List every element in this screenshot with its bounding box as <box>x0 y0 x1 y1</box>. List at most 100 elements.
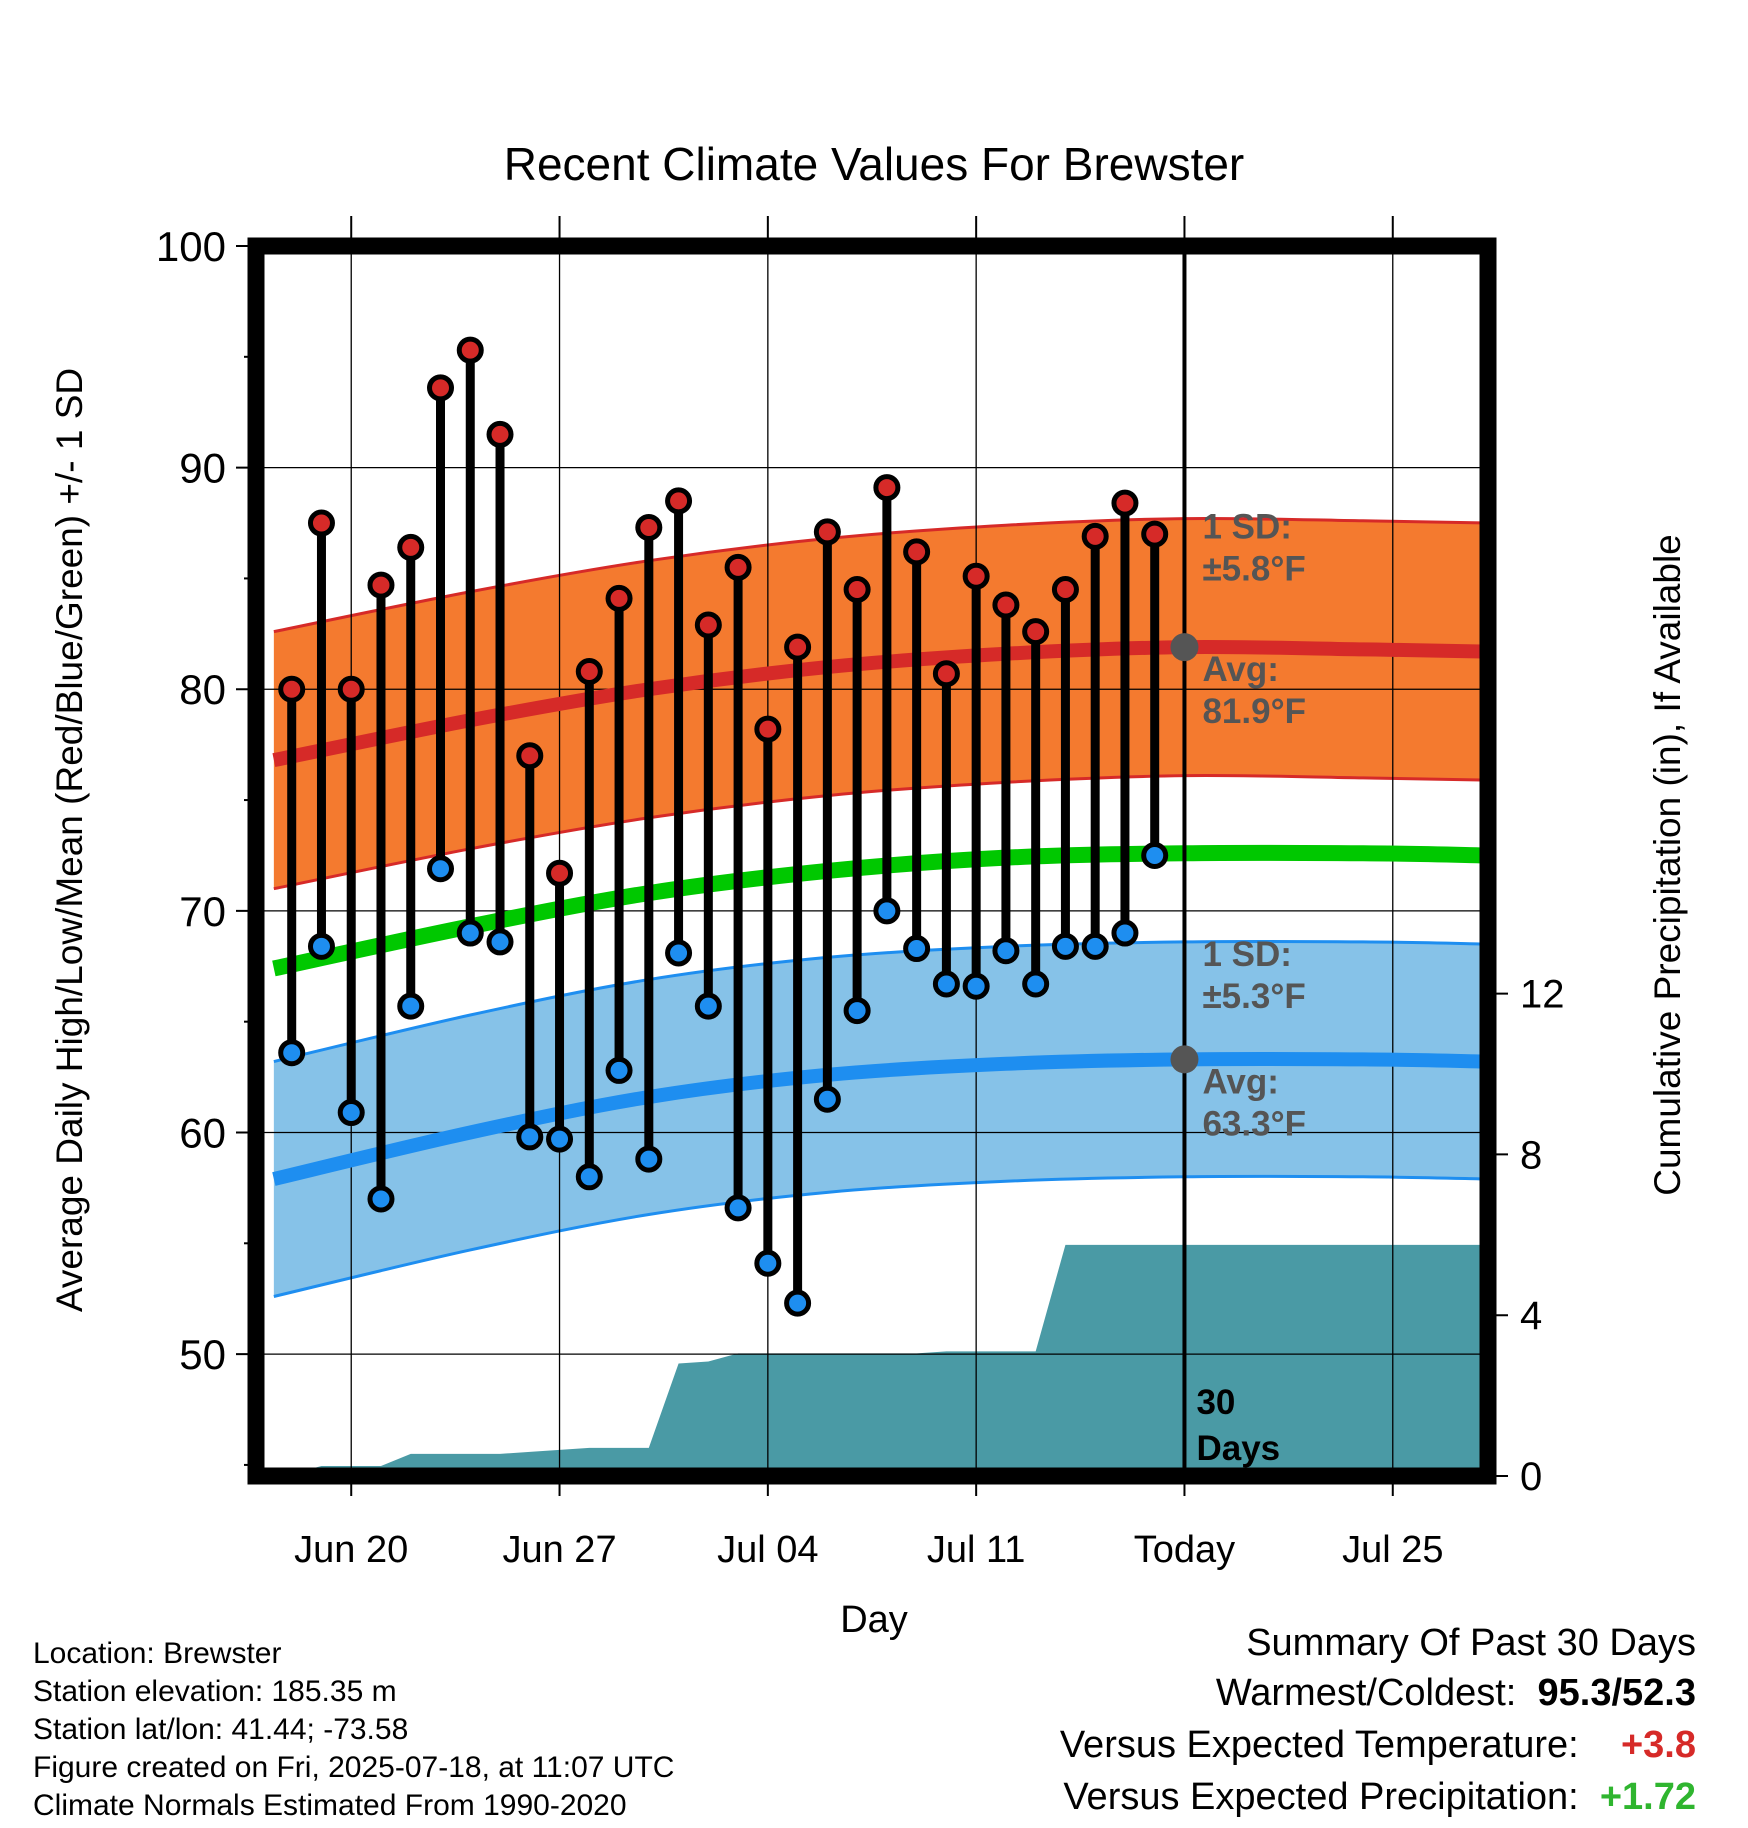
high-band-upper-edge <box>273 516 1489 634</box>
x-tick-label: Today <box>1134 1529 1235 1571</box>
low-point <box>307 932 335 960</box>
low-point <box>843 997 871 1025</box>
warmest-value: 95.3 <box>1537 1672 1612 1714</box>
today-days-label-1: 30 <box>1196 1383 1235 1422</box>
high-point <box>932 660 960 688</box>
low-point <box>1111 919 1139 947</box>
high-avg-label-2: 81.9°F <box>1202 692 1306 731</box>
low-sd-label-1: 1 SD: <box>1202 935 1291 974</box>
low-point <box>784 1289 812 1317</box>
high-band-lower-edge <box>273 774 1489 891</box>
low-avg-today-marker <box>1170 1045 1199 1074</box>
low-point <box>962 972 990 1000</box>
high-point <box>456 336 484 364</box>
high-point <box>427 374 455 402</box>
low-point <box>575 1163 603 1191</box>
high-point <box>992 591 1020 619</box>
high-point <box>307 509 335 537</box>
high-point <box>546 859 574 887</box>
y-right-tick-label-0: 0 <box>1520 1455 1542 1499</box>
high-sd-label-1: 1 SD: <box>1202 508 1291 547</box>
summary-title: Summary Of Past 30 Days <box>1246 1622 1696 1664</box>
high-point <box>903 538 931 566</box>
x-tick-label: Jun 27 <box>502 1529 616 1571</box>
x-tick-label: Jun 20 <box>294 1529 408 1571</box>
temp-departure-value: +3.8 <box>1620 1724 1696 1766</box>
low-avg-label-1: Avg: <box>1202 1062 1278 1101</box>
warm-label: Warmest/Coldest: <box>1215 1672 1517 1714</box>
y-tick-label-50: 50 <box>179 1331 226 1378</box>
high-point <box>962 562 990 590</box>
high-point <box>516 742 544 770</box>
low-point <box>992 937 1020 965</box>
high-point <box>754 715 782 743</box>
high-point <box>813 518 841 546</box>
high-point <box>397 533 425 561</box>
low-point <box>724 1194 752 1222</box>
x-tick-label: Jul 11 <box>927 1529 1026 1571</box>
low-band-lower-edge <box>273 1174 1489 1298</box>
y-right-tick-label-12: 12 <box>1520 973 1565 1017</box>
low-point <box>1081 932 1109 960</box>
low-point <box>427 855 455 883</box>
low-band-upper-edge <box>273 939 1489 1064</box>
x-axis-label: Day <box>840 1599 908 1641</box>
low-point <box>903 935 931 963</box>
precip-cumulative-area <box>273 1244 1488 1476</box>
high-point <box>665 487 693 515</box>
low-avg-label-2: 63.3°F <box>1202 1104 1306 1143</box>
low-point <box>605 1056 633 1084</box>
summary-precipitation: Versus Expected Precipitation: +1.72 <box>1063 1776 1696 1819</box>
low-avg-line <box>272 1051 1489 1186</box>
low-point <box>516 1123 544 1151</box>
info-normals: Climate Normals Estimated From 1990-2020 <box>33 1789 627 1822</box>
low-point <box>278 1039 306 1067</box>
y-tick-label-100: 100 <box>156 223 226 270</box>
high-point <box>635 513 663 541</box>
station-info: Location: Brewster Station elevation: 18… <box>33 1635 674 1825</box>
y-tick-label-70: 70 <box>179 888 226 935</box>
low-point <box>635 1145 663 1173</box>
low-point <box>486 928 514 956</box>
coldest-value: 52.3 <box>1622 1672 1696 1714</box>
info-elevation: Station elevation: 185.35 m <box>33 1675 397 1708</box>
high-point <box>575 658 603 686</box>
chart-title: Recent Climate Values For Brewster <box>504 138 1245 190</box>
low-point <box>1051 932 1079 960</box>
high-point <box>367 571 395 599</box>
high-point <box>1051 576 1079 604</box>
info-created: Figure created on Fri, 2025-07-18, at 11… <box>33 1751 675 1784</box>
high-point <box>1141 520 1169 548</box>
temp-label: Versus Expected Temperature: <box>1059 1724 1579 1766</box>
low-point <box>694 992 722 1020</box>
daily-bars <box>278 336 1169 1317</box>
high-point <box>1111 489 1139 517</box>
low-point <box>1022 970 1050 998</box>
precip-departure-value: +1.72 <box>1599 1776 1696 1818</box>
y-right-tick-label-8: 8 <box>1520 1133 1542 1177</box>
plot-border <box>247 237 1497 1485</box>
high-point <box>843 576 871 604</box>
low-sd-label-2: ±5.3°F <box>1202 977 1305 1016</box>
low-point <box>1141 841 1169 869</box>
high-point <box>1081 522 1109 550</box>
low-point <box>546 1125 574 1153</box>
info-latlon: Station lat/lon: 41.44; -73.58 <box>33 1713 409 1746</box>
summary-temperature: Versus Expected Temperature: +3.8 <box>1060 1724 1696 1767</box>
y-tick-label-60: 60 <box>179 1109 226 1156</box>
plot-frame <box>247 237 1497 1485</box>
precipitation-area <box>273 1244 1488 1476</box>
low-point <box>932 970 960 998</box>
y-tick-label-90: 90 <box>179 445 226 492</box>
y-axis-label: Average Daily High/Low/Mean (Red/Blue/Gr… <box>49 368 90 1312</box>
high-point <box>337 675 365 703</box>
high-sd-label-2: ±5.8°F <box>1202 550 1305 589</box>
low-point <box>397 992 425 1020</box>
high-avg-today-marker <box>1170 633 1199 662</box>
low-point <box>754 1249 782 1277</box>
low-point <box>337 1099 365 1127</box>
high-point <box>694 611 722 639</box>
x-tick-label: Jul 25 <box>1342 1529 1443 1571</box>
